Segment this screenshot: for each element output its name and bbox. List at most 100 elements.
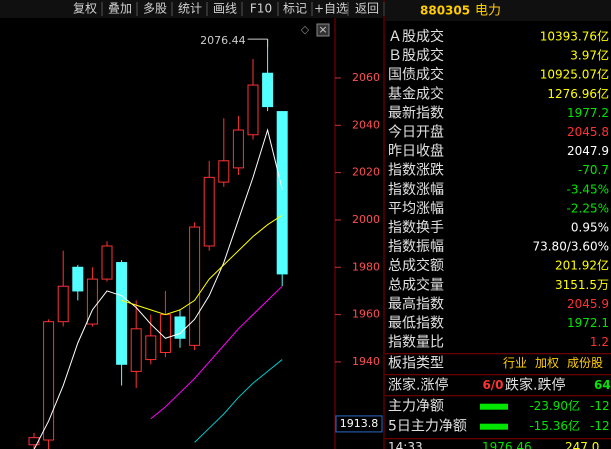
flow-bar bbox=[480, 403, 508, 410]
row-value: 3151.5万 bbox=[555, 278, 609, 292]
panel-name: 电力 bbox=[475, 4, 501, 19]
toolbar-button[interactable]: F10 bbox=[250, 2, 272, 16]
row-label: 指数涨跌 bbox=[388, 163, 444, 179]
flow-extra: -12 bbox=[590, 399, 610, 413]
row-value: -2.25% bbox=[567, 201, 609, 215]
y-tick-label: 1960 bbox=[352, 308, 380, 321]
panel-code: 880305 bbox=[420, 4, 470, 18]
candle-body bbox=[247, 84, 259, 136]
candle-body bbox=[189, 226, 201, 346]
row-value: 2045.8 bbox=[567, 125, 609, 139]
candle-body bbox=[159, 314, 171, 353]
candle-body bbox=[174, 316, 186, 339]
flow-bar bbox=[480, 423, 508, 430]
candle-body bbox=[28, 437, 40, 446]
flow-value: -23.90亿 bbox=[529, 398, 580, 413]
row-value: 1977.2 bbox=[567, 106, 609, 120]
ma-line bbox=[33, 128, 283, 449]
row-label: 指数振幅 bbox=[388, 239, 444, 255]
tick-cell: 247.0 bbox=[565, 440, 599, 449]
y-tick-label: 1940 bbox=[352, 355, 380, 368]
row-label: 最高指数 bbox=[388, 295, 444, 312]
candle-body bbox=[57, 285, 69, 323]
row-value: 1.2 bbox=[590, 335, 609, 349]
candle-body bbox=[101, 245, 113, 280]
toolbar-button[interactable]: 统计 bbox=[178, 2, 202, 16]
flow-extra: -12 bbox=[590, 419, 610, 433]
toolbar-button[interactable]: 画线 bbox=[213, 2, 237, 16]
candle-body bbox=[130, 328, 142, 372]
toolbar-button[interactable]: 多股 bbox=[143, 2, 167, 16]
row-label: 国债成交 bbox=[388, 66, 444, 83]
high-label: 2076.44 bbox=[200, 34, 246, 47]
row-label: 指数涨幅 bbox=[388, 182, 444, 198]
row-label: 平均涨幅 bbox=[388, 201, 444, 217]
row-value: -70.7 bbox=[578, 163, 609, 177]
toolbar-button[interactable]: 叠加 bbox=[108, 2, 132, 16]
ma-line bbox=[194, 359, 283, 443]
row-value: 2047.9 bbox=[567, 144, 609, 158]
y-tick-label: 2020 bbox=[352, 166, 380, 179]
row-label: 基金成交 bbox=[388, 85, 444, 102]
toolbar-bg bbox=[0, 0, 383, 18]
row-value: 73.80/3.60% bbox=[532, 240, 609, 254]
candle-body bbox=[116, 262, 128, 365]
close-x[interactable]: × bbox=[318, 23, 327, 36]
ma-line bbox=[150, 285, 283, 420]
flow-label: 主力净额 bbox=[388, 399, 444, 415]
toolbar-button[interactable]: 标记 bbox=[283, 2, 307, 16]
candle-body bbox=[276, 111, 288, 275]
breadth-up-value: 6/0 bbox=[482, 378, 503, 392]
row-value: 0.95% bbox=[571, 221, 609, 235]
candle-body bbox=[203, 176, 215, 247]
row-label: Ｂ股成交 bbox=[388, 47, 444, 64]
tick-cell: 1976.46 bbox=[482, 440, 532, 449]
row-label: 今日开盘 bbox=[388, 124, 444, 141]
candle-body bbox=[72, 266, 84, 292]
y-tick-label: 1980 bbox=[352, 260, 380, 273]
board-option[interactable]: 成份股 bbox=[567, 356, 603, 370]
row-label: Ａ股成交 bbox=[388, 28, 444, 45]
row-label: 昨日收盘 bbox=[388, 143, 444, 160]
row-value: 10393.76亿 bbox=[540, 29, 609, 44]
breadth-up-label: 涨家.涨停 bbox=[388, 377, 448, 394]
breadth-down-label: 跌家.跌停 bbox=[505, 377, 565, 394]
candle-body bbox=[232, 129, 244, 169]
candle-body bbox=[43, 321, 55, 441]
toolbar-button[interactable]: 复权 bbox=[73, 2, 97, 16]
cursor-label: 1913.8 bbox=[340, 417, 379, 430]
row-value: 3.97亿 bbox=[570, 48, 609, 63]
candle-body bbox=[218, 160, 230, 183]
diamond-icon[interactable]: ◇ bbox=[301, 23, 310, 36]
board-option[interactable]: 加权 bbox=[535, 356, 559, 370]
row-value: 10925.07亿 bbox=[540, 67, 609, 82]
row-label: 指数换手 bbox=[388, 219, 444, 236]
row-value: -3.45% bbox=[567, 182, 609, 196]
panel-header-bg bbox=[385, 0, 611, 21]
row-label: 总成交量 bbox=[388, 276, 444, 293]
y-tick-label: 2000 bbox=[352, 213, 380, 226]
cursor-box bbox=[335, 415, 383, 433]
flow-label: 5日主力净额 bbox=[388, 419, 467, 435]
row-value: 1276.96亿 bbox=[547, 86, 609, 101]
flow-value: -15.36亿 bbox=[529, 418, 580, 433]
row-value: 1972.1 bbox=[567, 316, 609, 330]
close-icon[interactable] bbox=[316, 23, 330, 37]
row-value: 2045.9 bbox=[567, 297, 609, 311]
y-tick-label: 2040 bbox=[352, 118, 380, 131]
ma-line bbox=[121, 214, 283, 316]
candle-body bbox=[86, 278, 98, 325]
board-label: 板指类型 bbox=[388, 356, 444, 372]
tick-cell: 14:33 bbox=[388, 440, 423, 449]
toolbar-button[interactable]: +自选 bbox=[314, 2, 348, 16]
row-label: 指数量比 bbox=[388, 335, 444, 351]
board-option[interactable]: 行业 bbox=[503, 356, 527, 370]
row-label: 最低指数 bbox=[388, 316, 444, 332]
candle-body bbox=[262, 72, 274, 108]
y-tick-label: 2060 bbox=[352, 71, 380, 84]
row-label: 总成交额 bbox=[388, 257, 444, 274]
toolbar-button[interactable]: 返回 bbox=[355, 2, 379, 16]
candle-body bbox=[145, 335, 157, 361]
